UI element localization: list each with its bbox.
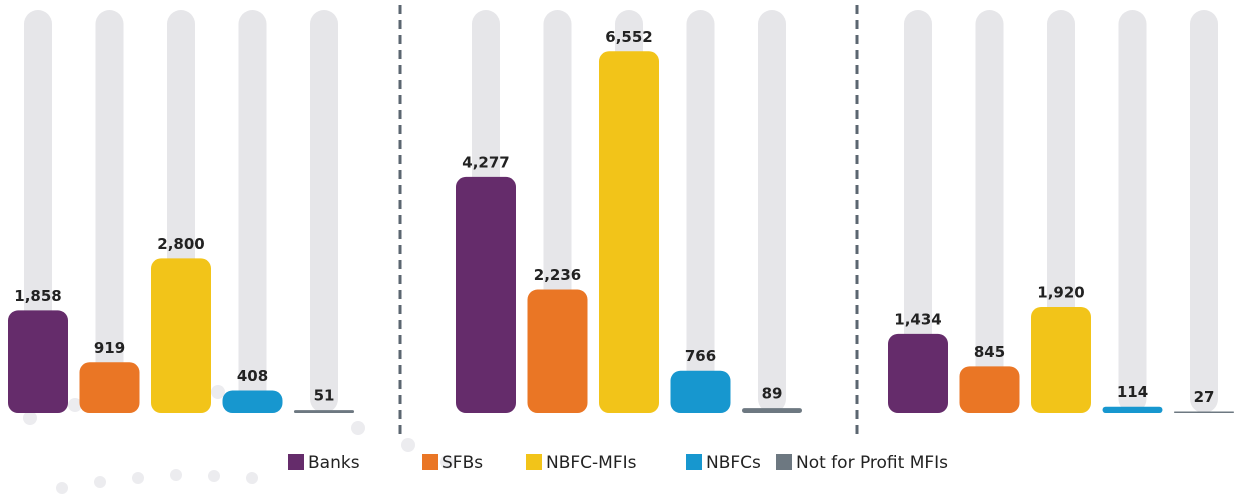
legend-swatch (776, 454, 792, 470)
legend-label: SFBs (442, 453, 483, 473)
value-label: 2,236 (534, 266, 581, 284)
bar (1174, 411, 1234, 413)
legend-swatch (422, 454, 438, 470)
rail (1190, 10, 1218, 413)
bar (8, 310, 68, 413)
value-label: 89 (762, 385, 783, 403)
bar (1031, 307, 1091, 413)
bar (742, 408, 802, 413)
value-label: 114 (1117, 383, 1148, 401)
rail (95, 10, 124, 413)
value-label: 408 (237, 367, 268, 385)
bar (79, 362, 140, 413)
bar (456, 176, 516, 413)
value-label: 27 (1194, 388, 1215, 406)
value-label: 2,800 (157, 235, 204, 253)
decoration (23, 385, 454, 494)
bar (888, 333, 948, 413)
value-label: 6,552 (605, 28, 652, 46)
rail (1118, 10, 1147, 413)
bar (1102, 406, 1163, 413)
rail (758, 10, 786, 413)
rail (238, 10, 267, 413)
value-label: 919 (94, 339, 125, 357)
bar (670, 370, 731, 413)
bar (959, 366, 1020, 413)
legend-label: Not for Profit MFIs (796, 453, 948, 473)
value-label: 1,858 (14, 287, 61, 305)
legend-label: Banks (308, 453, 360, 473)
value-label: 4,277 (462, 153, 509, 171)
legend-label: NBFCs (706, 453, 761, 473)
bar (151, 258, 211, 413)
rail (686, 10, 715, 413)
rail (310, 10, 338, 413)
legend-swatch (526, 454, 542, 470)
bar (599, 51, 659, 413)
value-label: 51 (314, 387, 335, 405)
legend-swatch (288, 454, 304, 470)
bar (527, 289, 588, 413)
value-label: 845 (974, 343, 1005, 361)
bar (294, 410, 354, 413)
value-label: 766 (685, 347, 716, 365)
rail (975, 10, 1004, 413)
legend-swatch (686, 454, 702, 470)
bar (222, 390, 283, 413)
value-label: 1,434 (894, 310, 941, 328)
rail (904, 10, 932, 413)
value-label: 1,920 (1037, 284, 1084, 302)
legend-label: NBFC-MFIs (546, 453, 637, 473)
